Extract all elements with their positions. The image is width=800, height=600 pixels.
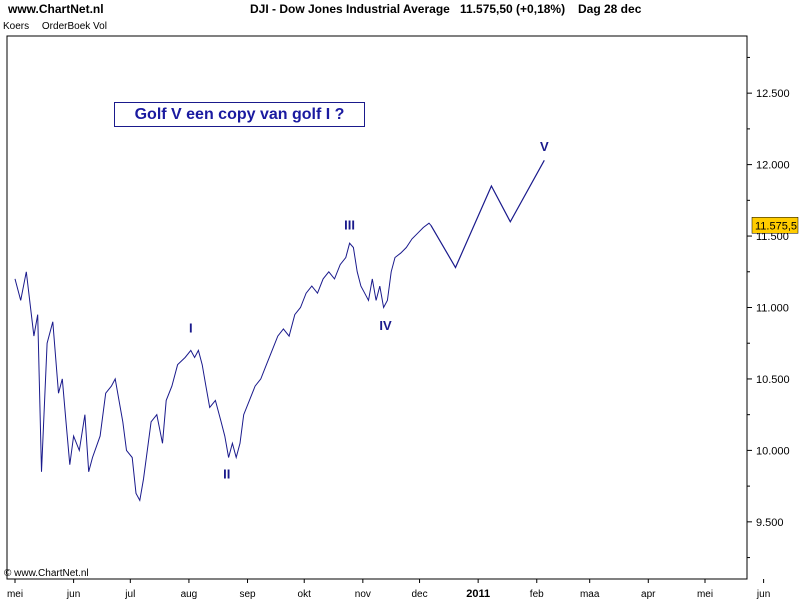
quote-value: 11.575,50 (+0,18%) <box>460 2 566 16</box>
wave-label-iv: IV <box>379 318 392 333</box>
last-price-badge <box>751 217 799 234</box>
x-axis: mei jun jul aug sep okt nov dec 2011 feb maa apr mei… <box>7 579 770 600</box>
y-tick-label: 9.500 <box>756 517 784 529</box>
instrument-title: DJI - Dow Jones Industrial Average <box>250 2 450 16</box>
x-tick-label: nov <box>355 589 371 600</box>
x-tick-label: mei <box>7 589 23 600</box>
tab-orderboek-vol[interactable]: OrderBoek Vol <box>41 21 107 32</box>
x-tick-label: dec <box>411 589 427 600</box>
wave-label-i: I <box>189 320 193 335</box>
x-tick-label: maa <box>580 589 600 600</box>
tab-koers[interactable]: Koers <box>3 21 30 32</box>
y-tick-label: 11.500 <box>756 231 789 243</box>
last-price-marker: 11.575,5 <box>751 217 799 234</box>
annotation-box: Golf V een copy van golf I ? <box>114 102 365 127</box>
y-tick-label: 12.500 <box>756 88 790 100</box>
y-tick-label: 12.000 <box>756 160 790 172</box>
x-tick-label: aug <box>181 589 198 600</box>
y-tick-label: 10.000 <box>756 445 790 457</box>
x-tick-label: feb <box>530 589 544 600</box>
y-tick-label: 11.000 <box>756 303 789 315</box>
chart-subtabs: Koers OrderBoek Vol <box>3 21 117 32</box>
x-tick-label: jul <box>124 589 135 600</box>
y-tick-label: 10.500 <box>756 374 790 386</box>
x-tick-label: jun <box>756 589 770 600</box>
projection-line <box>430 160 545 269</box>
y-axis: 9.500 10.000 10.500 11.000 11.500 12.000 12.50… <box>747 56 790 559</box>
wave-label-ii: II <box>223 466 230 481</box>
x-tick-label: apr <box>641 589 656 600</box>
x-tick-label: jun <box>66 589 80 600</box>
watermark: © www.ChartNet.nl <box>4 568 89 579</box>
x-tick-label: mei <box>697 589 713 600</box>
site-name[interactable]: www.ChartNet.nl <box>8 2 104 16</box>
x-tick-label: sep <box>239 589 256 600</box>
chart-header: www.ChartNet.nl DJI - Dow Jones Industri… <box>0 0 800 20</box>
wave-label-v: V <box>540 139 549 154</box>
x-tick-label: 2011 <box>466 588 490 600</box>
x-tick-label: okt <box>298 589 312 600</box>
last-price-label: 11.575,5 <box>755 220 797 232</box>
wave-label-iii: III <box>344 217 355 232</box>
period-label: Dag 28 dec <box>578 2 642 16</box>
price-series-line <box>14 222 432 502</box>
